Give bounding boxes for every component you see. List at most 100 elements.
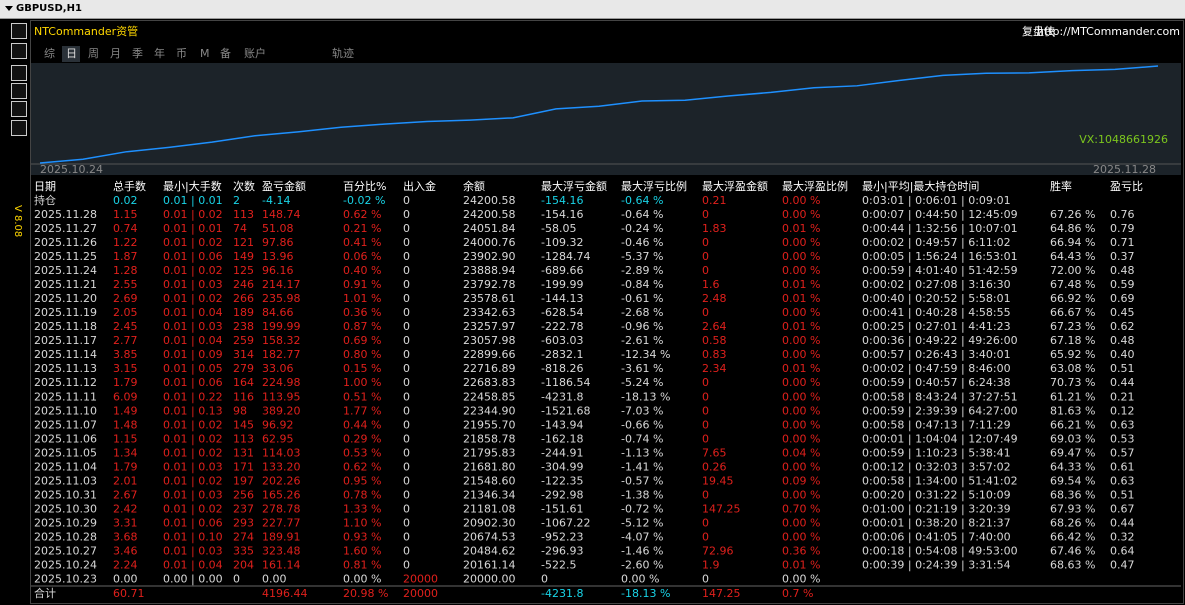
cell: 0.00 % — [782, 404, 820, 417]
cell: -1.13 % — [621, 446, 663, 459]
cell: -5.24 % — [621, 376, 663, 389]
toolbar: V 8.08 — [0, 19, 30, 605]
cell: 0:00:01 | 0:38:20 | 8:21:37 — [862, 516, 1011, 529]
cell: 0.81 % — [343, 559, 381, 572]
cell: -222.78 — [541, 320, 583, 333]
tab[interactable]: M — [200, 47, 210, 60]
cell: 0:00:58 | 1:34:00 | 51:41:02 — [862, 474, 1018, 487]
cell: 1.28 — [113, 264, 138, 277]
cell: 116 — [233, 390, 254, 403]
tool-button[interactable] — [11, 83, 27, 99]
cell: 0.63 — [1110, 474, 1135, 487]
cell: 0 — [702, 236, 709, 249]
cell: 21795.83 — [463, 446, 516, 459]
cell: -522.5 — [541, 559, 576, 572]
cell: 0:00:20 | 0:31:22 | 5:10:09 — [862, 488, 1011, 501]
cell: -1.38 % — [621, 488, 663, 501]
cell: 0.01 | 0.03 — [163, 278, 223, 291]
cell: 0.01 | 0.13 — [163, 404, 223, 417]
cell: 0 — [403, 544, 410, 557]
row-label: 2025.10.27 — [34, 544, 97, 557]
cell: 246 — [233, 278, 254, 291]
row-label: 2025.11.12 — [34, 376, 97, 389]
cell: 0.01 | 0.01 — [163, 222, 223, 235]
tab[interactable]: 月 — [110, 47, 121, 60]
cell: 235.98 — [262, 292, 301, 305]
cell: 0.67 — [1110, 502, 1135, 515]
cell: 0.69 % — [343, 334, 381, 347]
cell: 0.01 | 0.06 — [163, 516, 223, 529]
cell: 0 — [403, 530, 410, 543]
cell: 23342.63 — [463, 306, 516, 319]
cell: 148.74 — [262, 208, 301, 221]
cell: 0.44 — [1110, 516, 1135, 529]
cell: 70.73 % — [1050, 376, 1095, 389]
cell: 20161.14 — [463, 559, 516, 572]
tab[interactable]: 备 — [220, 46, 231, 60]
cell: 0.01 | 0.04 — [163, 306, 223, 319]
tab[interactable]: 轨迹 — [332, 46, 354, 60]
column-header: 最大浮盈比例 — [782, 179, 848, 193]
cell: 64.33 % — [1050, 460, 1095, 473]
tab[interactable]: 日 — [66, 47, 77, 60]
row-label: 2025.11.17 — [34, 334, 97, 347]
cell: 0.87 % — [343, 320, 381, 333]
cell: 2.42 — [113, 502, 138, 515]
tool-button[interactable] — [11, 65, 27, 81]
column-header: 最大浮亏比例 — [621, 179, 687, 193]
tool-button[interactable] — [11, 120, 27, 136]
tool-button[interactable] — [11, 101, 27, 117]
cell: 0 — [702, 530, 709, 543]
cell: 293 — [233, 516, 254, 529]
cell: 0:00:12 | 0:32:03 | 3:57:02 — [862, 460, 1011, 473]
cell: 21681.80 — [463, 460, 516, 473]
cell: 0 — [403, 334, 410, 347]
cell: 22344.90 — [463, 404, 516, 417]
cell: -4231.8 — [541, 390, 583, 403]
cell: 1.22 — [113, 236, 138, 249]
column-header: 出入金 — [403, 179, 436, 193]
tab[interactable]: 币 — [176, 47, 187, 60]
cell: 0:00:57 | 0:26:43 | 3:40:01 — [862, 348, 1011, 361]
cell: 67.46 % — [1050, 544, 1095, 557]
cell: 20484.62 — [463, 544, 516, 557]
cell: 23057.98 — [463, 334, 516, 347]
cell: 1.79 — [113, 460, 138, 473]
cell: 0 — [702, 488, 709, 501]
cell: 0 — [403, 264, 410, 277]
cell: 2.64 — [702, 320, 727, 333]
cell: 0.32 — [1110, 530, 1135, 543]
tab-active-bg — [62, 46, 80, 62]
tab[interactable]: 年 — [154, 46, 165, 60]
cell: -603.03 — [541, 334, 583, 347]
tab[interactable]: 综 — [44, 46, 55, 60]
url[interactable]: http://MTCommander.com — [1037, 25, 1180, 38]
cell: 23578.61 — [463, 292, 516, 305]
cell: 0 — [403, 376, 410, 389]
cell: -0.46 % — [621, 236, 663, 249]
cell: 279 — [233, 362, 254, 375]
cell: 323.48 — [262, 544, 301, 557]
cell: 0.71 — [1110, 236, 1135, 249]
cell: 197 — [233, 474, 254, 487]
tool-button[interactable] — [11, 43, 27, 59]
tab[interactable]: 账户 — [244, 46, 266, 60]
cell: -0.57 % — [621, 474, 663, 487]
watermark: VX:1048661926 — [1079, 133, 1168, 146]
menu-arrow[interactable] — [5, 6, 13, 11]
cell: 1.15 — [113, 208, 138, 221]
cell: -7.03 % — [621, 404, 663, 417]
cell: 23888.94 — [463, 264, 516, 277]
tool-button[interactable] — [11, 23, 27, 39]
cell: 0.01 | 0.06 — [163, 376, 223, 389]
cell: 0.76 — [1110, 208, 1135, 221]
cell: 0.00 % — [782, 432, 820, 445]
cell: 204 — [233, 559, 254, 572]
cell: 145 — [233, 418, 254, 431]
cell: 0.62 — [1110, 320, 1135, 333]
tab[interactable]: 周 — [88, 47, 99, 60]
tab[interactable]: 季 — [132, 47, 143, 60]
cell: 20000 — [403, 587, 438, 600]
cell: 0.21 — [702, 194, 727, 207]
cell: -0.61 % — [621, 292, 663, 305]
